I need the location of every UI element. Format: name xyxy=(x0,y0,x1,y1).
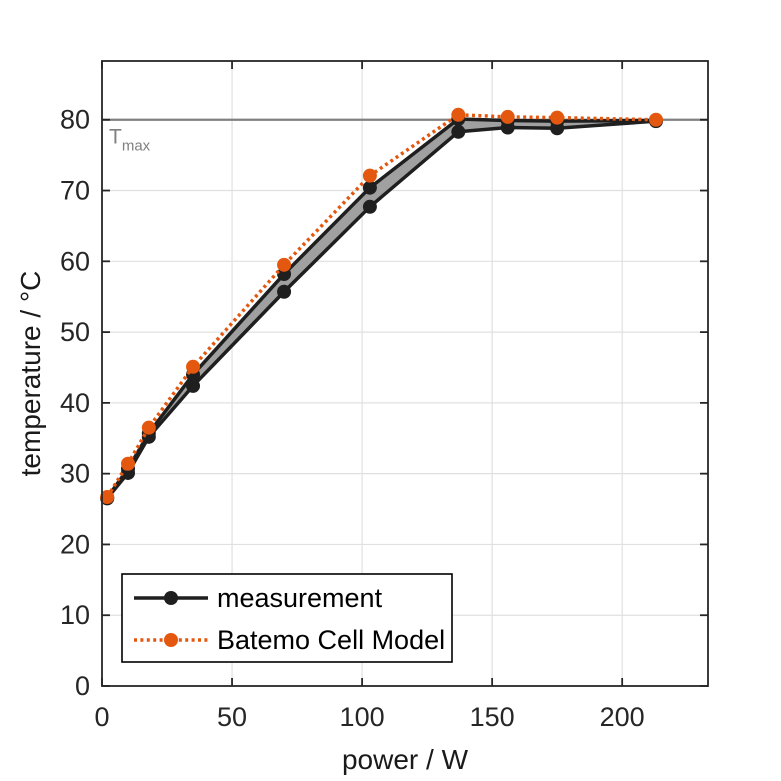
data-point-marker xyxy=(100,490,115,505)
x-tick-label: 150 xyxy=(470,702,515,732)
x-tick-label: 200 xyxy=(600,702,645,732)
x-tick-labels: 0 50 100 150 200 xyxy=(94,702,644,732)
y-tick-label: 60 xyxy=(60,246,90,276)
data-point-marker xyxy=(362,168,377,183)
data-point-marker xyxy=(648,112,663,127)
legend-marker-sample xyxy=(164,591,178,605)
y-tick-label: 50 xyxy=(60,317,90,347)
data-point-marker xyxy=(500,109,515,124)
x-tick-label: 50 xyxy=(217,702,247,732)
legend-box xyxy=(121,573,453,663)
data-point-marker xyxy=(451,107,466,122)
y-tick-label: 0 xyxy=(75,671,90,701)
y-tick-label: 70 xyxy=(60,176,90,206)
y-tick-label: 40 xyxy=(60,388,90,418)
y-tick-labels: 0 10 20 30 40 50 60 70 80 xyxy=(60,105,90,701)
series-line xyxy=(105,117,656,499)
x-tick-label: 0 xyxy=(94,702,109,732)
data-point-marker xyxy=(550,110,565,125)
data-point-marker xyxy=(362,199,377,214)
data-point-marker xyxy=(451,124,466,139)
data-point-marker xyxy=(141,420,156,435)
data-point-marker xyxy=(186,359,201,374)
data-point-marker xyxy=(500,120,515,135)
series-line xyxy=(105,113,657,498)
data-point-marker xyxy=(186,378,201,393)
legend-entry-label: measurement xyxy=(217,583,383,613)
legend-entry-label: Batemo Cell Model xyxy=(217,625,445,655)
y-tick-label: 80 xyxy=(60,105,90,135)
legend: measurement Batemo Cell Model xyxy=(121,573,453,663)
legend-marker-sample xyxy=(164,633,178,647)
data-point-marker xyxy=(277,257,292,272)
data-point-marker xyxy=(277,284,292,299)
y-tick-label: 20 xyxy=(60,529,90,559)
data-point-marker xyxy=(550,121,565,136)
tmax-annotation: Tmax xyxy=(109,126,151,155)
x-tick-label: 100 xyxy=(340,702,385,732)
y-tick-label: 10 xyxy=(60,600,90,630)
series-line xyxy=(105,119,657,500)
data-point-marker xyxy=(121,456,136,471)
y-axis-label: temperature / °C xyxy=(15,271,46,477)
axes-box xyxy=(101,60,709,687)
tick-marks xyxy=(101,61,708,687)
data-point-marker xyxy=(362,180,377,195)
series-2-batemo-cell-model xyxy=(100,107,663,505)
y-tick-label: 30 xyxy=(60,459,90,489)
x-axis-label: power / W xyxy=(342,744,469,775)
